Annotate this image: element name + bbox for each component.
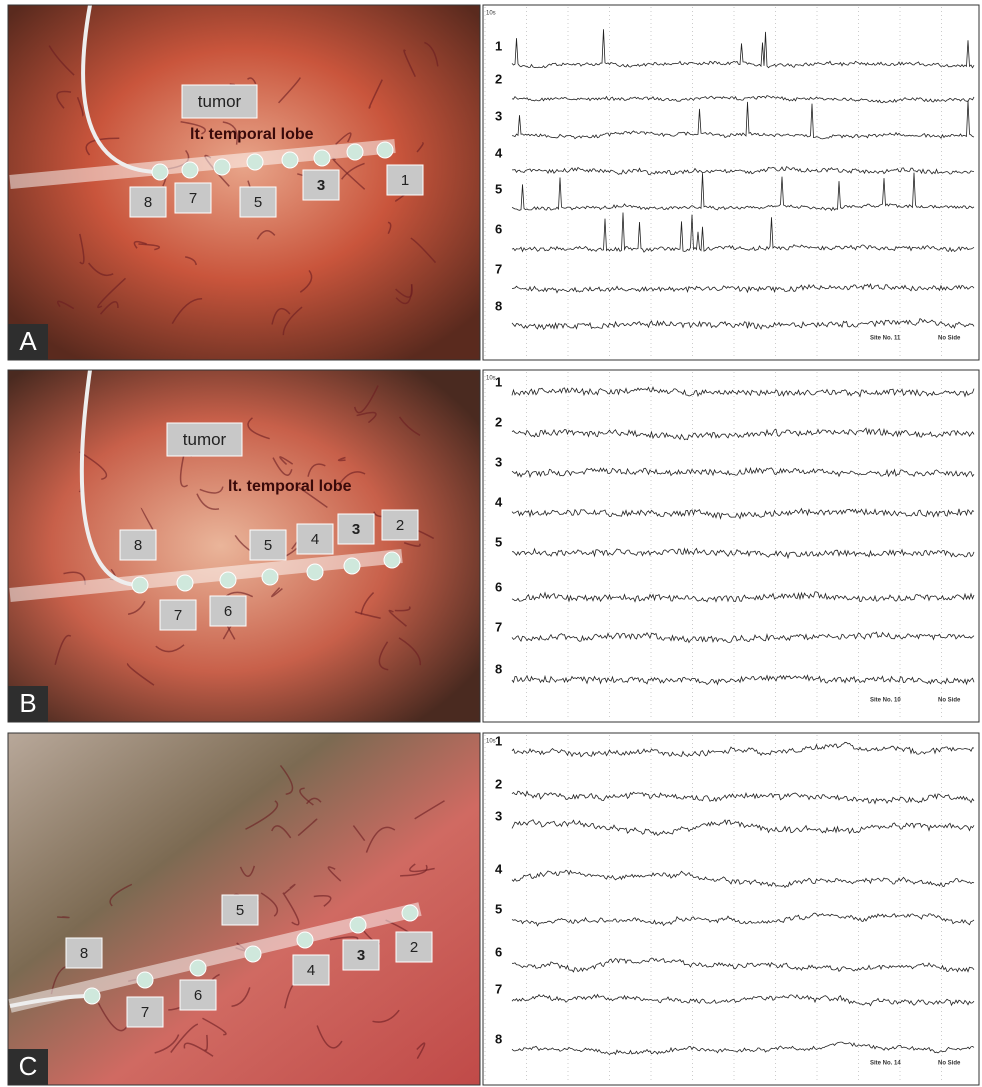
label-text: 1: [401, 172, 409, 189]
electrode: [177, 575, 193, 591]
electrode: [314, 150, 330, 166]
channel-label: 7: [495, 261, 502, 276]
region-label: lt. temporal lobe: [228, 478, 352, 495]
channel-label: 1: [495, 38, 502, 53]
side-label: No Side: [938, 336, 961, 342]
panel-letter: B: [19, 688, 36, 718]
electrode: [214, 159, 230, 175]
label-text: 4: [311, 531, 319, 548]
electrode: [137, 972, 153, 988]
page: {"panels": [ {"letter": "A", "photo_labe…: [0, 0, 982, 1087]
time-scale: 10s: [486, 11, 496, 17]
electrode: [297, 932, 313, 948]
region-label: lt. temporal lobe: [190, 126, 314, 143]
channel-label: 4: [495, 494, 503, 509]
vessel: [230, 84, 235, 85]
label-text: 3: [352, 521, 360, 538]
site-label: Site No. 14: [870, 1061, 901, 1067]
eeg-area: [483, 733, 979, 1085]
channel-label: 8: [495, 298, 502, 313]
site-label: Site No. 10: [870, 698, 901, 704]
label-text: 5: [264, 537, 272, 554]
vessel: [57, 917, 69, 918]
side-label: No Side: [938, 1061, 961, 1067]
channel-label: 2: [495, 414, 502, 429]
channel-label: 5: [495, 181, 502, 196]
channel-label: 5: [495, 534, 502, 549]
channel-label: 8: [495, 1031, 502, 1046]
label-text: 2: [410, 939, 418, 956]
channel-label: 6: [495, 221, 502, 236]
channel-label: 1: [495, 733, 502, 748]
electrode: [384, 552, 400, 568]
side-label: No Side: [938, 698, 961, 704]
electrode: [245, 946, 261, 962]
label-text: tumor: [183, 430, 227, 449]
label-text: 6: [194, 987, 202, 1004]
figure: tumor lt. temporal lobe 8 7 5 3 1 A 10s 1 2 3 4 5 6 7 8 S…: [0, 0, 982, 1087]
label-text: tumor: [198, 92, 242, 111]
electrode: [182, 162, 198, 178]
electrode: [152, 164, 168, 180]
channel-label: 4: [495, 861, 503, 876]
electrode: [282, 152, 298, 168]
channel-label: 7: [495, 981, 502, 996]
label-text: 3: [317, 177, 325, 194]
channel-label: 2: [495, 71, 502, 86]
electrode: [262, 569, 278, 585]
channel-label: 1: [495, 374, 502, 389]
label-text: 4: [307, 962, 315, 979]
channel-label: 3: [495, 454, 502, 469]
label-text: 5: [236, 902, 244, 919]
channel-label: 2: [495, 776, 502, 791]
label-text: 8: [80, 945, 88, 962]
channel-label: 3: [495, 808, 502, 823]
panel: 5843267C10s12345678Site No. 14No Side: [8, 733, 979, 1085]
label-text: 2: [396, 517, 404, 534]
label-text: 3: [357, 947, 365, 964]
electrode: [377, 142, 393, 158]
electrode: [84, 988, 100, 1004]
electrode: [344, 558, 360, 574]
label-text: 8: [144, 194, 152, 211]
channel-label: 6: [495, 579, 502, 594]
label-text: 7: [174, 607, 182, 624]
eeg-area: [483, 370, 979, 722]
panel-letter: A: [19, 326, 37, 356]
channel-label: 6: [495, 944, 502, 959]
label-text: 8: [134, 537, 142, 554]
label-text: 6: [224, 603, 232, 620]
channel-label: 5: [495, 901, 502, 916]
electrode: [132, 577, 148, 593]
electrode: [402, 905, 418, 921]
channel-label: 3: [495, 108, 502, 123]
channel-label: 7: [495, 619, 502, 634]
label-text: 7: [189, 190, 197, 207]
eeg-area: [483, 5, 979, 360]
label-text: 7: [141, 1004, 149, 1021]
electrode: [247, 154, 263, 170]
electrode: [307, 564, 323, 580]
panel-letter: C: [19, 1051, 38, 1081]
electrode: [347, 144, 363, 160]
electrode: [190, 960, 206, 976]
electrode: [220, 572, 236, 588]
panel: tumor lt. temporal lobe 8 7 5 3 1 A 10s 1 2 3 4 5 6 7 8 S…: [8, 5, 979, 360]
electrode: [350, 917, 366, 933]
site-label: Site No. 11: [870, 336, 901, 342]
label-text: 5: [254, 194, 262, 211]
channel-label: 8: [495, 661, 502, 676]
channel-label: 4: [495, 145, 503, 160]
